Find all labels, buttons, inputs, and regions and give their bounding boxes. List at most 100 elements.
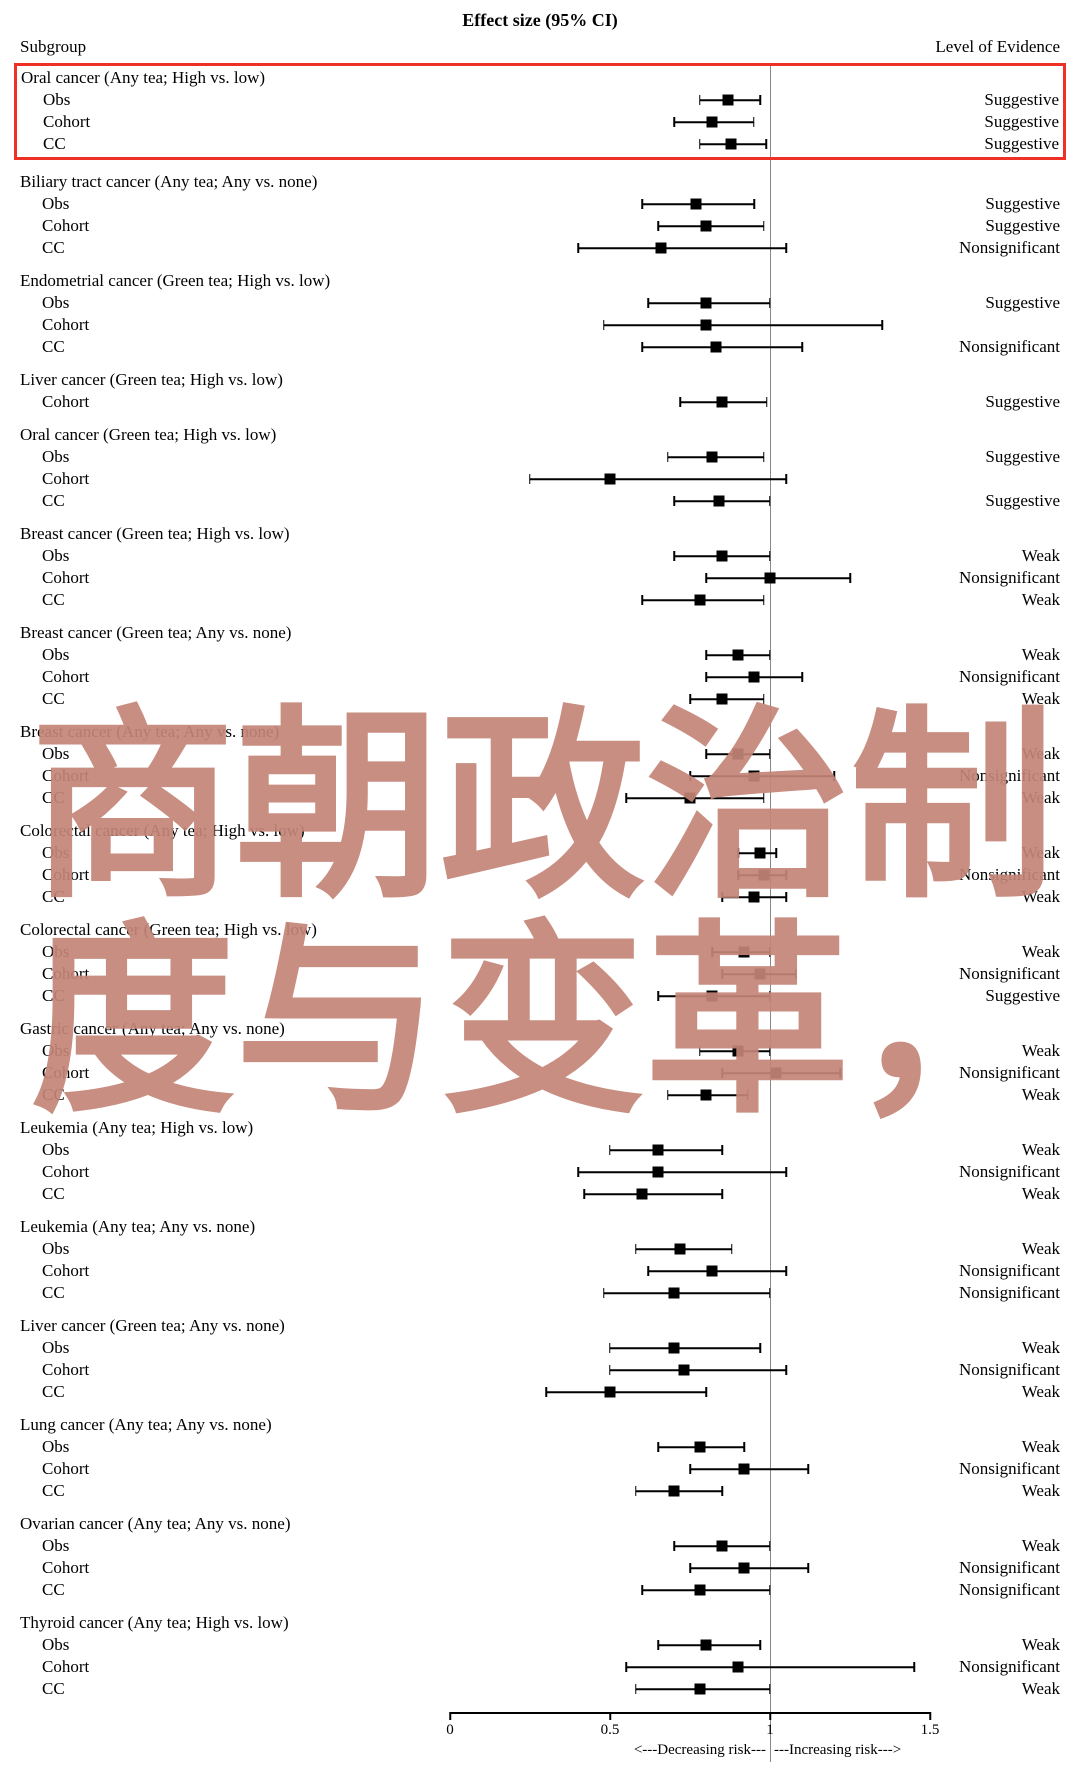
point-estimate [707,991,718,1002]
forest-group: Thyroid cancer (Any tea; High vs. low)Ob… [20,1613,1060,1700]
ci-cap-low [577,1167,579,1177]
axis-tick-label: 1.5 [921,1722,940,1739]
row-evidence: Weak [930,1679,1060,1699]
row-plot [450,314,930,336]
row-plot [450,886,930,908]
row-label: Obs [21,90,451,110]
point-estimate [771,1068,782,1079]
point-estimate [656,243,667,254]
ci-line [610,1149,722,1151]
axis-tick-label: 1 [766,1722,774,1739]
ci-line [584,1193,722,1195]
point-estimate [675,1244,686,1255]
forest-row: CohortNonsignificant [20,1656,1060,1678]
forest-group: Biliary tract cancer (Any tea; Any vs. n… [20,172,1060,259]
group-title: Gastric cancer (Any tea; Any vs. none) [20,1019,1060,1039]
ci-cap-low [721,969,723,979]
forest-row: CohortNonsignificant [20,963,1060,985]
ci-cap-low [584,1189,586,1199]
ci-cap-high [721,1145,723,1155]
point-estimate [717,397,728,408]
point-estimate [713,496,724,507]
group-title: Lung cancer (Any tea; Any vs. none) [20,1415,1060,1435]
ci-cap-high [808,1464,810,1474]
row-evidence: Suggestive [930,216,1060,236]
row-label: Obs [20,1041,450,1061]
ci-cap-high [769,496,771,506]
forest-group: Breast cancer (Any tea; Any vs. none)Obs… [20,722,1060,809]
row-evidence: Weak [930,887,1060,907]
row-plot [450,1238,930,1260]
row-label: CC [20,1679,450,1699]
point-estimate [755,969,766,980]
row-evidence: Weak [930,1041,1060,1061]
forest-row: CohortNonsignificant [20,765,1060,787]
ci-cap-low [737,870,739,880]
point-estimate [694,1684,705,1695]
ci-cap-high [795,969,797,979]
forest-row: CCSuggestive [20,490,1060,512]
ci-cap-high [776,848,778,858]
point-estimate [707,1266,718,1277]
row-evidence: Suggestive [930,392,1060,412]
forest-row: CohortNonsignificant [20,666,1060,688]
row-evidence: Nonsignificant [930,1558,1060,1578]
ci-cap-low [657,991,659,1001]
ci-cap-low [689,1563,691,1573]
ci-cap-high [721,1189,723,1199]
forest-group: Ovarian cancer (Any tea; Any vs. none)Ob… [20,1514,1060,1601]
row-evidence: Nonsignificant [930,1580,1060,1600]
ci-cap-high [769,650,771,660]
row-evidence: Suggestive [930,194,1060,214]
forest-row: CCWeak [20,1381,1060,1403]
ci-cap-low [635,1486,637,1496]
row-plot [450,1183,930,1205]
forest-row: ObsWeak [20,1337,1060,1359]
point-estimate [733,1662,744,1673]
ci-cap-low [699,139,701,149]
row-evidence: Weak [930,1635,1060,1655]
ci-cap-low [721,892,723,902]
point-estimate [691,199,702,210]
point-estimate [739,1464,750,1475]
row-evidence: Weak [930,1184,1060,1204]
ci-cap-high [769,1684,771,1694]
axis-tick [609,1712,611,1720]
forest-row: CohortNonsignificant [20,1260,1060,1282]
forest-group: Colorectal cancer (Green tea; High vs. l… [20,920,1060,1007]
row-label: Obs [20,1338,450,1358]
point-estimate [717,551,728,562]
ci-cap-low [705,749,707,759]
row-evidence: Weak [930,942,1060,962]
point-estimate [733,1046,744,1057]
forest-group: Gastric cancer (Any tea; Any vs. none)Ob… [20,1019,1060,1106]
row-plot [450,1656,930,1678]
row-evidence: Nonsignificant [930,1261,1060,1281]
ci-cap-low [667,452,669,462]
group-title: Leukemia (Any tea; High vs. low) [20,1118,1060,1138]
forest-row: CohortSuggestive [21,111,1059,133]
row-label: Obs [20,645,450,665]
point-estimate [701,1090,712,1101]
ci-cap-high [785,892,787,902]
row-label: Cohort [20,1162,450,1182]
row-plot [450,1634,930,1656]
row-label: Cohort [20,667,450,687]
row-plot [450,743,930,765]
row-plot [450,1579,930,1601]
row-label: CC [20,337,450,357]
row-label: CC [20,986,450,1006]
ci-cap-low [699,1046,701,1056]
ci-cap-low [641,1585,643,1595]
group-title: Ovarian cancer (Any tea; Any vs. none) [20,1514,1060,1534]
row-evidence: Weak [930,843,1060,863]
row-plot [450,1381,930,1403]
ci-cap-low [699,95,701,105]
row-label: Obs [20,1437,450,1457]
ci-cap-high [763,694,765,704]
axis-caption-left: <---Decreasing risk--- [634,1742,766,1759]
forest-group: Oral cancer (Green tea; High vs. low)Obs… [20,425,1060,512]
row-plot [450,1557,930,1579]
row-evidence: Suggestive [930,491,1060,511]
point-estimate [749,892,760,903]
